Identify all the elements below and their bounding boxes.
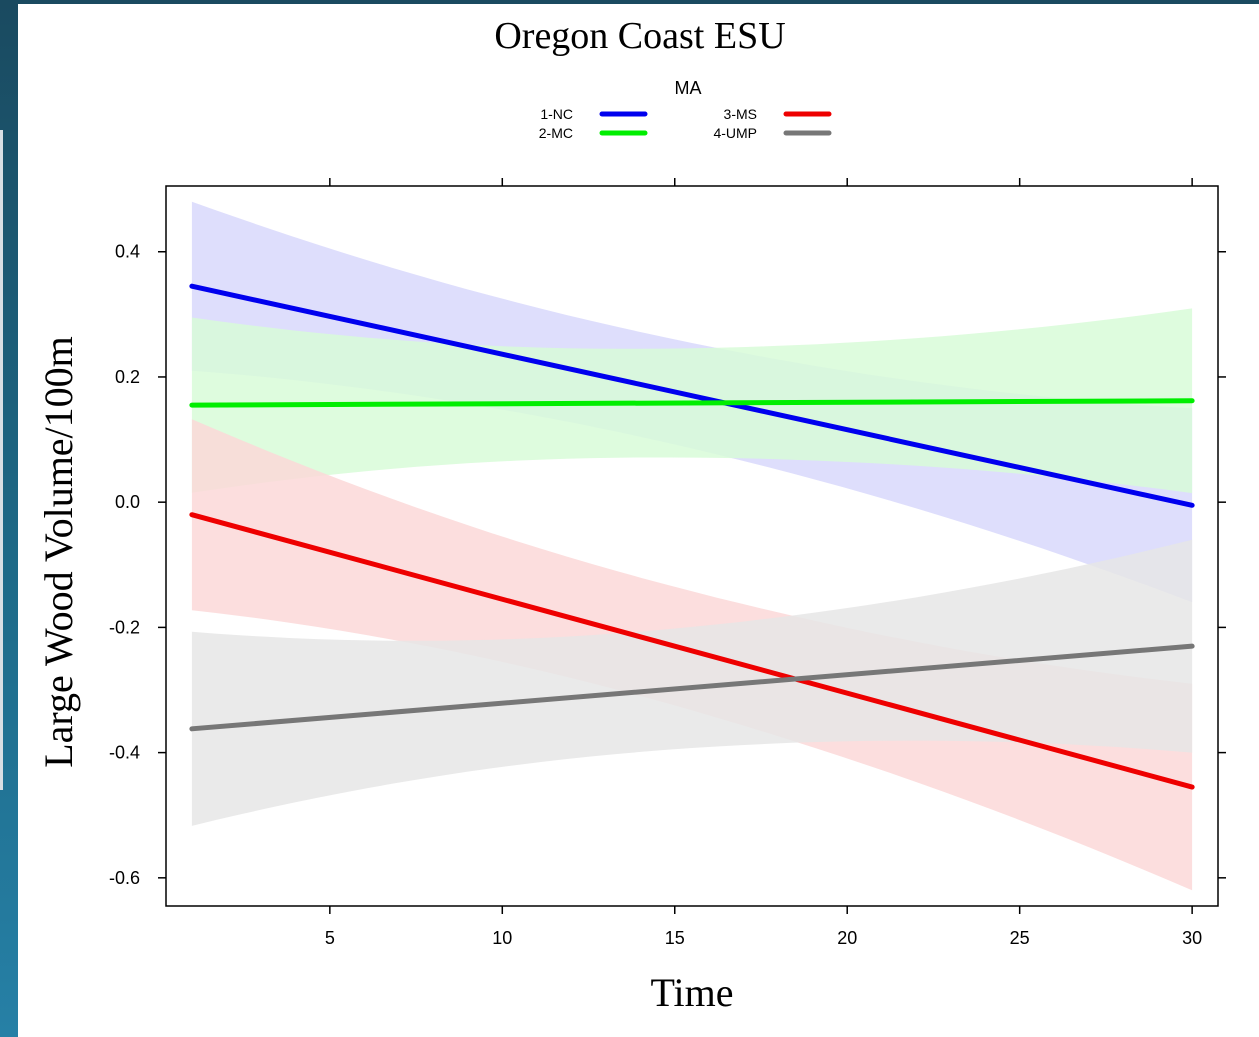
plot-panel: 5 10 15 20 25 30 -0.6 -0.4 -0.2 0.0 0.2 0.4 Oregon … — [18, 4, 1259, 1037]
legend: MA 1-NC 2-MC 3-MS 4-UMP — [539, 78, 829, 141]
slide-border — [0, 130, 3, 790]
x-tick-label: 30 — [1182, 928, 1202, 948]
legend-label-1-nc: 1-NC — [540, 106, 573, 122]
legend-title: MA — [675, 78, 702, 98]
y-tick-label: -0.6 — [109, 868, 140, 888]
chart-title: Oregon Coast ESU — [494, 15, 785, 57]
x-tick-label: 20 — [837, 928, 857, 948]
x-tick-label: 10 — [492, 928, 512, 948]
x-tick-label: 25 — [1010, 928, 1030, 948]
legend-label-3-ms: 3-MS — [724, 106, 757, 122]
y-tick-label: 0.4 — [115, 242, 140, 262]
y-tick-label: 0.2 — [115, 367, 140, 387]
legend-label-2-mc: 2-MC — [539, 125, 573, 141]
chart: 5 10 15 20 25 30 -0.6 -0.4 -0.2 0.0 0.2 0.4 Oregon … — [18, 4, 1259, 1037]
x-tick-label: 15 — [665, 928, 685, 948]
x-axis-title: Time — [650, 970, 733, 1015]
legend-label-4-ump: 4-UMP — [713, 125, 757, 141]
y-tick-label: -0.4 — [109, 743, 140, 763]
y-tick-label: 0.0 — [115, 492, 140, 512]
x-tick-label: 5 — [325, 928, 335, 948]
confidence-bands — [192, 202, 1192, 891]
y-tick-label: -0.2 — [109, 617, 140, 637]
y-axis-title: Large Wood Volume/100m — [36, 336, 81, 768]
